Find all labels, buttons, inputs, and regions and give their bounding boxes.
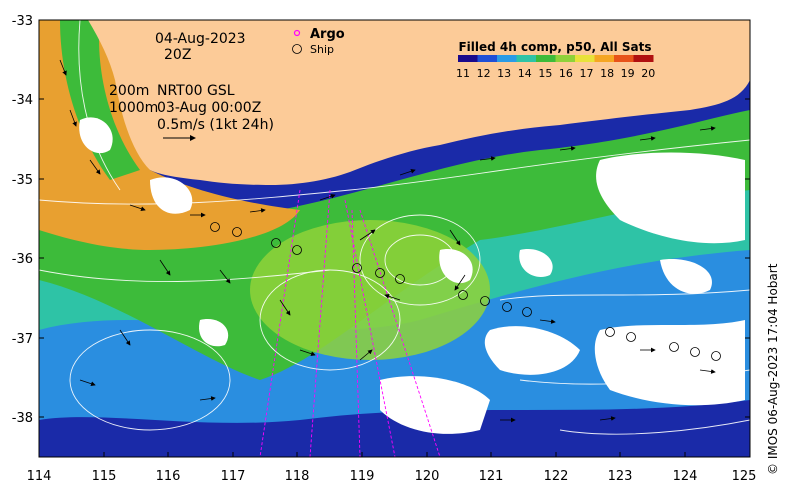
depth-1000-label: 1000m [109,100,158,116]
colorbar-swatch [614,55,634,62]
altimetry-label: NRT00 GSL [157,83,235,99]
colorbar-tick-label: 14 [518,67,532,80]
colorbar-tick-label: 12 [477,67,491,80]
colorbar-tick-label: 15 [538,67,552,80]
argo-legend-icon [293,29,301,37]
warm-current-region [39,20,300,250]
colorbar-swatch [497,55,517,62]
colorbar-swatch [555,55,576,62]
x-tick-label: 121 [479,469,504,484]
argo-tracks [259,189,441,457]
x-tick-label: 122 [544,469,569,484]
argo-label: Argo [310,27,345,42]
x-tick-label: 114 [27,469,52,484]
colorbar-tick-label: 13 [497,67,511,80]
y-axis: -33 -34 -35 -36 -37 -38 [12,14,750,426]
colorbar-tick-label: 16 [559,67,573,80]
x-tick-label: 117 [221,469,246,484]
x-tick-label: 118 [285,469,310,484]
depth-200-label: 200m [109,83,149,99]
colorbar-swatch [477,55,498,62]
y-tick-label: -33 [12,14,33,29]
y-tick-label: -34 [12,93,33,108]
colorbar-swatch [633,55,654,62]
coastal-strip-region [60,20,140,180]
colorbar-swatches [458,55,654,62]
credit-line: © IMOS 06-Aug-2023 17:04 Hobart [766,263,780,475]
current-vectors [59,59,716,423]
x-tick-label: 119 [350,469,375,484]
y-tick-label: -35 [12,173,33,188]
colorbar-tick-label: 11 [456,67,470,80]
map-time: 20Z [164,47,191,63]
colorbar-tick-label: 19 [621,67,635,80]
colorbar-tick-label: 20 [641,67,655,80]
ship-legend-icon [292,44,302,54]
map-date: 04-Aug-2023 [155,31,246,47]
x-tick-label: 116 [156,469,181,484]
marker-legend: Argo Ship [292,27,345,56]
eddy-region [250,220,490,360]
x-tick-label: 115 [92,469,117,484]
ship-label: Ship [310,43,334,56]
y-tick-label: -38 [12,411,33,426]
y-tick-label: -36 [12,252,33,267]
colorbar-swatch [575,55,595,62]
x-tick-label: 125 [732,469,757,484]
colorbar-labels: 11 12 13 14 15 16 17 18 19 20 [456,67,655,80]
velocity-scale-label: 0.5m/s (1kt 24h) [157,117,274,133]
x-tick-label: 123 [608,469,633,484]
colorbar-tick-label: 17 [580,67,594,80]
product-title: Filled 4h comp, p50, All Sats [458,40,651,54]
colorbar-swatch [458,55,478,62]
colorbar: Filled 4h comp, p50, All Sats 11 12 13 14 15… [456,40,655,80]
colorbar-swatch [536,55,556,62]
colorbar-swatch [594,55,615,62]
altimetry-date: 03-Aug 00:00Z [157,100,261,116]
y-tick-label: -37 [12,332,33,347]
colorbar-swatch [516,55,537,62]
x-tick-label: 124 [673,469,698,484]
x-axis: 114 115 116 117 118 119 120 121 122 123 … [27,452,757,484]
ship-positions [210,222,721,361]
altimetry-contours [39,20,750,435]
map-plot-area [39,20,750,457]
plot-border [38,19,751,458]
x-tick-label: 120 [415,469,440,484]
colorbar-tick-label: 18 [600,67,614,80]
